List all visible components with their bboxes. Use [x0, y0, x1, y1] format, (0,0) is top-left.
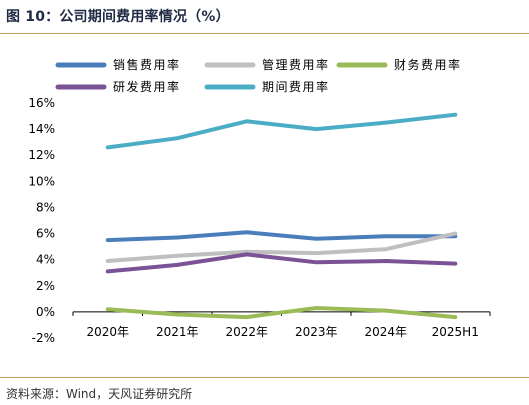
y-tick-label: 0%	[36, 305, 55, 319]
x-tick-label: 2023年	[295, 325, 338, 339]
source-note: 资料来源：Wind，天风证券研究所	[6, 387, 193, 401]
y-tick-label: 14%	[28, 122, 55, 136]
y-tick-label: 16%	[28, 96, 55, 110]
x-tick-label: 2020年	[86, 325, 129, 339]
legend-label: 财务费用率	[394, 57, 462, 72]
y-tick-label: 2%	[36, 279, 55, 293]
x-tick-label: 2024年	[364, 325, 407, 339]
y-tick-label: 8%	[36, 200, 55, 214]
series-line	[105, 306, 458, 320]
chart-title: 图 10：公司期间费用率情况（%）	[6, 9, 230, 25]
y-tick-label: 12%	[28, 148, 55, 162]
y-tick-label: -2%	[32, 331, 55, 345]
series-line	[105, 230, 458, 243]
y-tick-label: 10%	[28, 174, 55, 188]
x-tick-label: 2025H1	[432, 325, 479, 339]
x-axis: 2020年 2021年 2022年 2023年 2024年 2025H1	[72, 311, 491, 339]
x-tick-label: 2021年	[156, 325, 199, 339]
legend-label: 研发费用率	[113, 79, 181, 94]
x-tick-label: 2022年	[225, 325, 268, 339]
legend-label: 期间费用率	[262, 79, 330, 94]
series-line	[105, 252, 458, 274]
series-line	[105, 231, 458, 263]
plot-area	[105, 112, 458, 320]
series-line	[105, 112, 458, 150]
y-tick-label: 6%	[36, 227, 55, 241]
y-axis: -2% 0% 2% 4% 6% 8% 10% 12% 14% 16%	[28, 96, 55, 345]
footer-divider	[0, 377, 529, 378]
legend-label: 销售费用率	[113, 57, 181, 72]
title-divider	[0, 33, 529, 34]
legend-label: 管理费用率	[262, 57, 330, 72]
y-tick-label: 4%	[36, 253, 55, 267]
